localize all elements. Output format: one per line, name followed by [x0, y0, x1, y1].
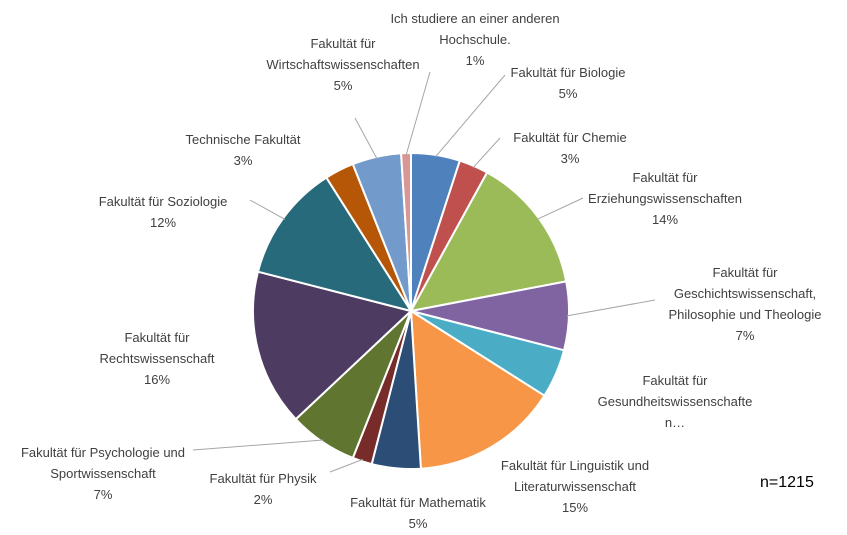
data-label: Fakultät für Wirtschaftswissenschaften 5% — [248, 33, 438, 96]
category-label: Fakultät für Wirtschaftswissenschaften — [266, 36, 420, 72]
leader-line — [472, 137, 501, 169]
category-label: Fakultät für Linguistik und Literaturwis… — [500, 458, 650, 494]
data-label: Fakultät für Soziologie 12% — [73, 191, 253, 233]
value-label: 1% — [465, 53, 485, 68]
data-label: Fakultät für Mathematik 5% — [333, 492, 503, 534]
data-label: Fakultät für Erziehungswissenschaften 14% — [578, 167, 753, 230]
pie-slice — [409, 309, 546, 470]
value-label: 3% — [560, 151, 580, 166]
leader-line — [354, 117, 378, 159]
data-label: Fakultät für Geschichtswissenschaft, Phi… — [655, 262, 835, 346]
value-label: 14% — [651, 212, 679, 227]
data-label: Fakultät für Biologie 5% — [483, 62, 653, 104]
pie-slice — [252, 270, 414, 421]
value-label: 7% — [735, 328, 755, 343]
value-label: 12% — [149, 215, 177, 230]
data-label: Fakultät für Chemie 3% — [490, 127, 650, 169]
category-label: Fakultät für Geschichtswissenschaft, Phi… — [668, 265, 822, 322]
data-label: Fakultät für Linguistik und Literaturwis… — [495, 455, 655, 518]
category-label: Technische Fakultät — [185, 132, 301, 147]
leader-line — [249, 199, 286, 220]
data-label: Fakultät für Gesundheitswissenschaften… — [595, 370, 755, 433]
annotation: n=1215 — [760, 474, 814, 491]
category-label: Fakultät für Gesundheitswissenschaften… — [597, 373, 753, 430]
value-label: 7% — [93, 487, 113, 502]
leader-line — [435, 74, 506, 158]
data-label: Fakultät für Physik 2% — [193, 468, 333, 510]
pie-slice — [400, 151, 412, 312]
data-label: Technische Fakultät 3% — [168, 129, 318, 171]
value-label: 2% — [253, 492, 273, 507]
leader-line — [566, 299, 656, 317]
category-label: Fakultät für Biologie — [510, 65, 626, 80]
value-label: 5% — [333, 78, 353, 93]
data-label: Fakultät für Rechtswissenschaft 16% — [77, 327, 237, 390]
leader-line — [536, 197, 584, 220]
value-label: 15% — [561, 500, 589, 515]
category-label: Fakultät für Rechtswissenschaft — [99, 330, 215, 366]
leader-line — [192, 439, 324, 451]
category-label: Fakultät für Psychologie und Sportwissen… — [20, 445, 186, 481]
category-label: Fakultät für Soziologie — [98, 194, 228, 209]
leader-line — [329, 458, 363, 473]
category-label: Fakultät für Chemie — [513, 130, 627, 145]
category-label: Fakultät für Erziehungswissenschaften — [588, 170, 742, 206]
category-label: Fakultät für Mathematik — [350, 495, 486, 510]
data-label: Fakultät für Psychologie und Sportwissen… — [3, 442, 203, 505]
leader-line — [405, 71, 431, 156]
category-label: Ich studiere an einer anderen Hochschule… — [390, 11, 560, 47]
category-label: Fakultät für Physik — [209, 471, 317, 486]
value-label: 3% — [233, 153, 253, 168]
data-label: Ich studiere an einer anderen Hochschule… — [385, 8, 565, 71]
value-label: 5% — [558, 86, 578, 101]
value-label: 5% — [408, 516, 428, 531]
value-label: 16% — [143, 372, 171, 387]
